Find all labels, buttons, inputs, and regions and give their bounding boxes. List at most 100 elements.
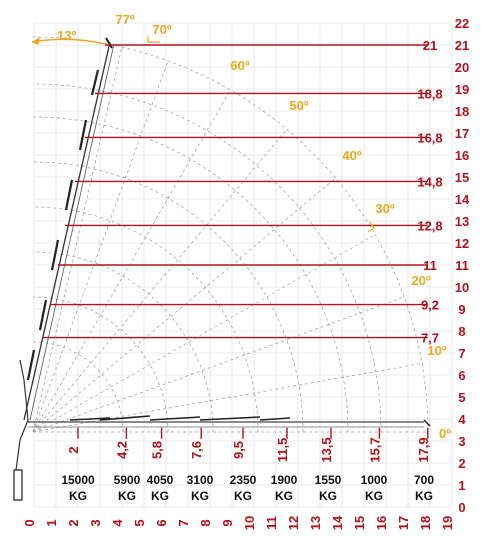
load-unit: KG [365,489,383,503]
height-lines [42,44,428,339]
reach-axis-label: 12 [286,516,301,530]
height-axis-label: 6 [458,368,465,383]
angle-label: 20º [411,273,430,288]
height-axis-label: 15 [455,170,469,185]
reach-axis-label: 13 [308,516,323,530]
crane-boom-drawing [13,37,431,501]
height-axis-label: 18 [455,104,469,119]
height-axis-label: 17 [455,126,469,141]
reach-mark-label: 17,9 [416,437,431,462]
load-value: 1000 [361,473,388,487]
height-mark-label: 16,8 [417,130,442,145]
height-axis-label: 21 [455,38,469,53]
reach-mark-label: 4,2 [114,441,129,459]
reach-axis-label: 2 [66,519,81,526]
height-axis-label: 14 [455,192,470,207]
boom-horizontal-sections [69,415,291,421]
angle-ray [32,296,405,433]
height-axis-label: 19 [455,82,469,97]
angle-label: 30º [375,201,394,216]
diagram-labels: 13º 012345678910111213141516171819202122… [22,12,470,530]
reach-axis-label: 1 [44,519,59,526]
height-axis-label: 11 [455,258,469,273]
load-unit: KG [319,489,337,503]
angle-ray [32,60,169,433]
height-axis-label: 20 [455,60,469,75]
height-mark-label: 18,8 [417,86,442,101]
reach-mark-label: 11,5 [275,438,290,463]
reach-axis-label: 19 [440,516,455,530]
reach-axis-label: 3 [88,519,103,526]
reach-axis-label: 6 [154,519,169,526]
load-value: 4050 [147,473,174,487]
height-axis-label: 13 [455,214,469,229]
angle-70-marker [147,36,160,43]
boom-tilt-label: 13º [57,28,76,43]
height-axis-label: 0 [458,500,465,515]
reach-mark-label: 15,7 [367,437,382,462]
height-mark-label: 7,7 [421,331,439,346]
reach-arc [32,341,124,433]
height-mark-label: 12,8 [417,218,442,233]
reach-arc [32,116,349,433]
boom-tip [105,37,113,49]
angle-label: 60º [230,58,249,73]
crane-column [15,359,29,471]
load-unit: KG [415,489,433,503]
reach-mark-label: 7,6 [189,441,204,459]
load-value: 5900 [114,473,141,487]
reach-axis-label: 7 [176,519,191,526]
angle-label: 0º [439,426,451,441]
reach-axis-label: 9 [220,519,235,526]
reach-mark-label: 5,8 [150,441,165,459]
boom-raised-inner [29,43,115,421]
angle-label: 77º [115,12,134,27]
boom-hook-horizontal [423,419,431,427]
reach-axis-label: 5 [132,519,147,526]
height-mark-label: 11 [423,258,437,273]
height-axis-label: 12 [455,236,469,251]
height-axis-label: 7 [458,346,465,361]
height-axis-label: 5 [458,390,465,405]
reach-axis-label: 4 [110,519,125,527]
reach-axis-label: 17 [396,516,411,530]
boom-raised-outer [23,41,111,421]
height-axis-label: 4 [458,412,466,427]
load-unit: KG [69,489,87,503]
reach-arc [32,251,214,433]
height-mark-label: 14,8 [417,174,442,189]
angle-label: 50º [289,98,308,113]
load-unit: KG [234,489,252,503]
angle-ray [32,129,288,433]
angle-ray [32,234,376,433]
angle-30-marker [367,221,375,233]
reach-axis-label: 8 [198,519,213,526]
reach-axis-label: 0 [22,519,37,526]
crane-base [13,469,23,501]
height-axis-label: 22 [455,16,469,31]
load-unit: KG [118,489,136,503]
height-mark-label: 9,2 [421,298,439,313]
reach-arc [32,36,429,433]
height-mark-label: 21 [423,38,437,53]
load-unit: KG [151,489,169,503]
height-axis-label: 2 [458,456,465,471]
load-value: 3100 [187,473,214,487]
angle-label: 10º [427,343,446,358]
reach-axis-label: 10 [242,516,257,530]
load-unit: KG [275,489,293,503]
height-axis-label: 8 [458,324,465,339]
boom-tilt-arrow [31,37,106,45]
reach-mark-label: 13,5 [319,437,334,462]
reach-mark-label: 2 [66,446,81,453]
reach-mark-label: 9,5 [231,441,246,459]
boom-raised-sections [26,69,100,381]
reach-axis-label: 16 [374,516,389,530]
load-unit: KG [191,489,209,503]
height-axis-label: 1 [458,478,465,493]
boom-angle-rays [32,47,428,433]
load-value: 15000 [61,473,95,487]
angle-ray [32,89,231,433]
reach-axis-label: 14 [330,515,345,530]
